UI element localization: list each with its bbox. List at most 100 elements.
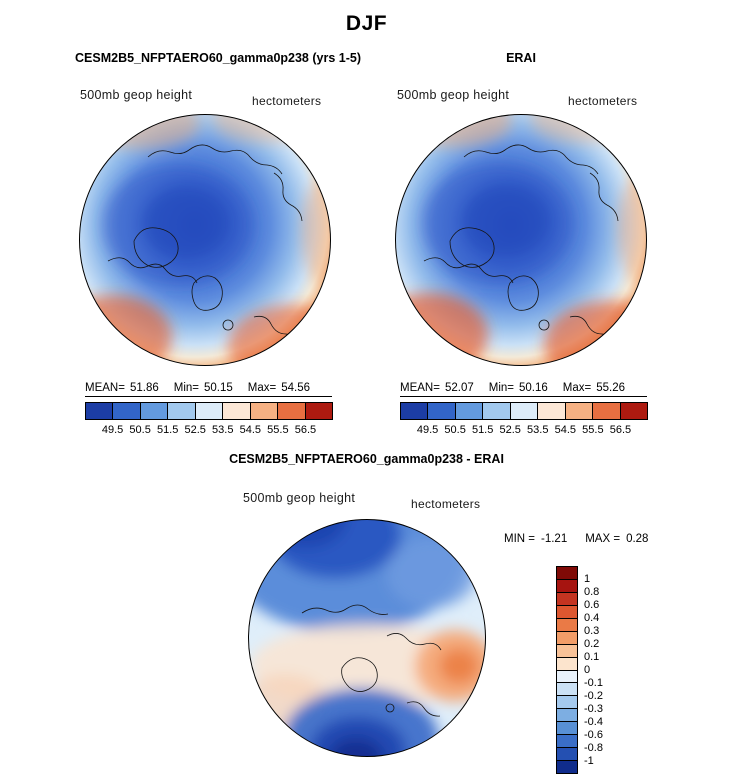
colorbar-tick-label: -0.4 xyxy=(584,716,603,728)
colorbar-tick-label: -0.3 xyxy=(584,703,603,715)
colorbar-tick-label: 55.5 xyxy=(267,424,289,436)
obs-colorbar xyxy=(400,402,648,420)
colorbar-tick-label: 53.5 xyxy=(212,424,234,436)
colorbar-tick-label: 0 xyxy=(584,664,591,676)
colorbar-cell xyxy=(557,631,577,645)
colorbar-cell xyxy=(483,403,511,419)
min-label: Min= xyxy=(488,382,514,394)
colorbar-tick-label: 52.5 xyxy=(184,424,206,436)
stats-underline xyxy=(85,396,332,397)
colorbar-tick-label: 1 xyxy=(584,573,591,585)
model-map xyxy=(78,113,332,367)
colorbar-cell xyxy=(557,709,577,723)
diff-units-label: hectometers xyxy=(411,497,481,511)
max-value: 54.56 xyxy=(281,382,310,394)
obs-panel-title: ERAI xyxy=(506,51,536,65)
obs-map xyxy=(394,113,648,367)
colorbar-tick-label: 0.2 xyxy=(584,638,600,650)
diff-map-plot xyxy=(248,519,486,757)
colorbar-cell xyxy=(557,735,577,749)
colorbar-tick-label: 0.3 xyxy=(584,625,600,637)
colorbar-tick-label: 50.5 xyxy=(444,424,466,436)
colorbar-tick-label: 51.5 xyxy=(156,424,179,436)
colorbar-tick-label: 0.1 xyxy=(584,651,600,663)
obs-colorbar-ticks: 49.5 50.5 51.5 52.5 53.5 54.5 55.5 56.5 xyxy=(400,424,648,437)
colorbar-cell xyxy=(557,722,577,736)
colorbar-tick-label: 53.5 xyxy=(527,424,549,436)
colorbar-tick-label: 56.5 xyxy=(609,424,632,436)
max-label: Max= xyxy=(562,382,592,394)
colorbar-cell xyxy=(538,403,566,419)
diff-panel-title: CESM2B5_NFPTAERO60_gamma0p238 - ERAI xyxy=(229,452,504,466)
colorbar-tick-label: 49.5 xyxy=(101,424,124,436)
colorbar-tick-label: 51.5 xyxy=(471,424,494,436)
model-units-label: hectometers xyxy=(252,94,322,108)
season-title: DJF xyxy=(345,12,388,35)
colorbar-tick-label: 0.4 xyxy=(584,612,600,624)
colorbar-cell xyxy=(557,683,577,697)
colorbar-cell xyxy=(557,579,577,593)
diff-field-label: 500mb geop height xyxy=(243,491,356,505)
colorbar-cell xyxy=(510,403,539,419)
colorbar-cell xyxy=(305,403,332,419)
colorbar-cell xyxy=(557,761,577,773)
colorbar-cell xyxy=(557,670,577,684)
colorbar-tick-label: -1 xyxy=(584,755,594,767)
model-colorbar-ticks: 49.5 50.5 51.5 52.5 53.5 54.5 55.5 56.5 xyxy=(85,424,333,437)
colorbar-tick-label: 56.5 xyxy=(294,424,317,436)
min-value: 50.15 xyxy=(203,382,233,394)
coastlines xyxy=(107,144,303,345)
colorbar-cell xyxy=(557,644,577,658)
diff-minmax: MIN = -1.21 MAX = 0.28 xyxy=(504,533,666,545)
colorbar-tick-label: 55.5 xyxy=(582,424,604,436)
colorbar-cell xyxy=(557,605,577,619)
max-label: MAX = xyxy=(585,533,621,545)
colorbar-cell xyxy=(278,403,306,419)
obs-stats: MEAN= 52.07 Min= 50.16 Max= 55.26 xyxy=(400,382,640,394)
coastlines xyxy=(301,604,442,717)
colorbar-cell xyxy=(557,592,577,606)
colorbar-cell xyxy=(593,403,621,419)
obs-units-label: hectometers xyxy=(568,94,638,108)
colorbar-tick-label: 0.6 xyxy=(584,599,600,611)
colorbar-cell xyxy=(557,748,577,762)
min-value: -1.21 xyxy=(541,533,568,545)
mean-label: MEAN= xyxy=(85,382,125,394)
colorbar-tick-label: 49.5 xyxy=(416,424,439,436)
colorbar-tick-label: -0.8 xyxy=(584,742,603,754)
model-field-label: 500mb geop height xyxy=(80,88,193,102)
obs-field-label: 500mb geop height xyxy=(397,88,510,102)
colorbar-cell xyxy=(557,618,577,632)
colorbar-cell xyxy=(168,403,196,419)
model-stats: MEAN= 51.86 Min= 50.15 Max= 54.56 xyxy=(85,382,325,394)
colorbar-tick-label: 52.5 xyxy=(499,424,521,436)
colorbar-cell xyxy=(557,696,577,710)
stats-underline xyxy=(400,396,647,397)
min-label: MIN = xyxy=(504,533,535,545)
coastlines xyxy=(423,144,619,345)
colorbar-tick-label: 54.5 xyxy=(554,424,577,436)
model-panel-title: CESM2B5_NFPTAERO60_gamma0p238 (yrs 1-5) xyxy=(75,51,361,65)
colorbar-cell xyxy=(250,403,279,419)
mean-label: MEAN= xyxy=(400,382,440,394)
colorbar-tick-label: 0.8 xyxy=(584,586,600,598)
min-value: 50.16 xyxy=(518,382,548,394)
colorbar-tick-label: -0.6 xyxy=(584,729,603,741)
colorbar-cell xyxy=(428,403,456,419)
max-value: 55.26 xyxy=(596,382,625,394)
colorbar-cell xyxy=(401,403,429,419)
colorbar-cell xyxy=(140,403,169,419)
colorbar-tick-label: -0.2 xyxy=(584,690,603,702)
mean-value: 51.86 xyxy=(129,382,159,394)
mean-value: 52.07 xyxy=(444,382,474,394)
colorbar-tick-label: 50.5 xyxy=(129,424,151,436)
model-map-plot xyxy=(79,114,331,366)
colorbar-cell xyxy=(455,403,484,419)
min-label: Min= xyxy=(173,382,199,394)
colorbar-cell xyxy=(113,403,141,419)
diff-map xyxy=(247,518,487,758)
max-value: 0.28 xyxy=(626,533,649,545)
obs-map-plot xyxy=(395,114,647,366)
colorbar-cell xyxy=(86,403,114,419)
